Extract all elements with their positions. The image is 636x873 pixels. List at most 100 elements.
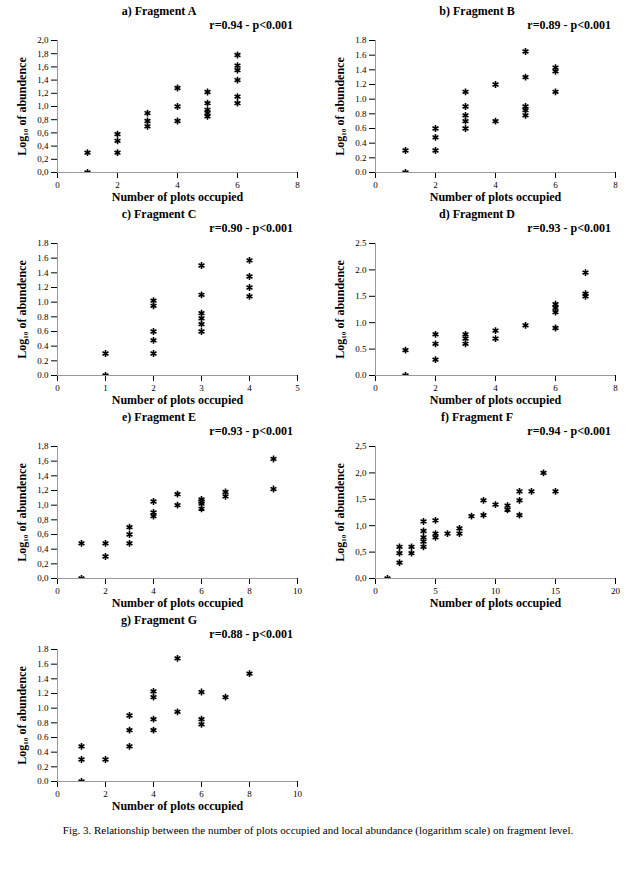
svg-text:2: 2 <box>115 180 120 190</box>
svg-text:2: 2 <box>103 789 108 799</box>
svg-text:0.8: 0.8 <box>37 312 49 322</box>
svg-text:Number of plots occupied: Number of plots occupied <box>112 799 244 813</box>
svg-text:1.2: 1.2 <box>37 282 48 292</box>
svg-text:0,8: 0,8 <box>37 515 49 525</box>
svg-text:2.5: 2.5 <box>355 238 367 248</box>
svg-text:6: 6 <box>235 180 240 190</box>
svg-text:0.0: 0.0 <box>37 370 49 380</box>
svg-text:1,8: 1,8 <box>37 441 49 451</box>
svg-text:0: 0 <box>373 180 378 190</box>
svg-text:5: 5 <box>295 383 300 393</box>
svg-text:Log₁₀ of abundence: Log₁₀ of abundence <box>333 463 347 562</box>
svg-text:8: 8 <box>613 383 618 393</box>
svg-text:0.4: 0.4 <box>37 747 49 757</box>
svg-text:8: 8 <box>295 180 300 190</box>
svg-text:Number of plots occupied: Number of plots occupied <box>112 393 244 407</box>
svg-text:0.8: 0.8 <box>37 718 49 728</box>
svg-text:1.6: 1.6 <box>37 253 49 263</box>
svg-text:6: 6 <box>553 383 558 393</box>
svg-text:1.5: 1.5 <box>355 291 367 301</box>
svg-text:1.4: 1.4 <box>355 65 367 75</box>
svg-text:1,5: 1,5 <box>355 494 367 504</box>
svg-text:Number of plots occupied: Number of plots occupied <box>430 393 562 407</box>
svg-text:5: 5 <box>433 586 438 596</box>
svg-text:2: 2 <box>433 383 438 393</box>
svg-text:0: 0 <box>55 383 60 393</box>
svg-text:0.4: 0.4 <box>37 341 49 351</box>
svg-text:10: 10 <box>293 789 303 799</box>
svg-text:1,2: 1,2 <box>37 485 48 495</box>
svg-text:1.0: 1.0 <box>355 318 367 328</box>
svg-text:0,0: 0,0 <box>355 573 367 583</box>
svg-text:0,6: 0,6 <box>37 529 49 539</box>
svg-text:Log₁₀ of abundence: Log₁₀ of abundence <box>15 260 29 359</box>
svg-text:Log₁₀ of abundence: Log₁₀ of abundence <box>15 666 29 765</box>
svg-text:1.4: 1.4 <box>37 674 49 684</box>
svg-text:0.8: 0.8 <box>355 109 367 119</box>
svg-text:1,0: 1,0 <box>37 500 49 510</box>
svg-text:0.6: 0.6 <box>355 123 367 133</box>
svg-text:0,4: 0,4 <box>37 141 49 151</box>
svg-text:Log₁₀ of abundence: Log₁₀ of abundence <box>15 57 29 156</box>
svg-text:1.8: 1.8 <box>355 35 367 45</box>
svg-text:0.5: 0.5 <box>355 344 367 354</box>
svg-text:4: 4 <box>175 180 180 190</box>
svg-text:1.8: 1.8 <box>37 238 49 248</box>
svg-text:20: 20 <box>611 586 621 596</box>
svg-text:Number of plots occupied: Number of plots occupied <box>430 190 562 204</box>
svg-text:0,4: 0,4 <box>37 544 49 554</box>
svg-text:2: 2 <box>151 383 156 393</box>
svg-text:1,0: 1,0 <box>355 521 367 531</box>
svg-text:0: 0 <box>373 586 378 596</box>
svg-text:2,0: 2,0 <box>37 35 49 45</box>
svg-text:0.0: 0.0 <box>37 776 49 786</box>
svg-text:8: 8 <box>247 789 252 799</box>
svg-text:1,4: 1,4 <box>37 471 49 481</box>
svg-text:0.2: 0.2 <box>37 356 48 366</box>
svg-text:1.8: 1.8 <box>37 644 49 654</box>
svg-text:2: 2 <box>103 586 108 596</box>
svg-text:8: 8 <box>613 180 618 190</box>
svg-text:1.4: 1.4 <box>37 268 49 278</box>
svg-text:0.2: 0.2 <box>355 153 366 163</box>
svg-text:6: 6 <box>199 789 204 799</box>
svg-text:4: 4 <box>493 383 498 393</box>
svg-text:Number of plots occupied: Number of plots occupied <box>112 190 244 204</box>
svg-text:1.2: 1.2 <box>355 79 366 89</box>
svg-text:4: 4 <box>151 789 156 799</box>
svg-text:1,0: 1,0 <box>37 101 49 111</box>
svg-text:0: 0 <box>55 789 60 799</box>
svg-text:1: 1 <box>103 383 108 393</box>
svg-text:0,0: 0,0 <box>37 167 49 177</box>
svg-text:2.0: 2.0 <box>355 265 367 275</box>
svg-text:0: 0 <box>55 586 60 596</box>
svg-text:0.6: 0.6 <box>37 326 49 336</box>
svg-text:0,0: 0,0 <box>37 573 49 583</box>
svg-text:2,0: 2,0 <box>355 468 367 478</box>
svg-text:0.2: 0.2 <box>37 762 48 772</box>
svg-text:0,2: 0,2 <box>37 154 48 164</box>
svg-text:0,5: 0,5 <box>355 547 367 557</box>
svg-text:3: 3 <box>199 383 204 393</box>
svg-text:Log₁₀ of abundence: Log₁₀ of abundence <box>15 463 29 562</box>
svg-text:1.6: 1.6 <box>37 659 49 669</box>
svg-text:1.6: 1.6 <box>355 50 367 60</box>
svg-text:0: 0 <box>55 180 60 190</box>
svg-text:10: 10 <box>491 586 501 596</box>
svg-text:1.2: 1.2 <box>37 688 48 698</box>
svg-text:1,2: 1,2 <box>37 88 48 98</box>
svg-text:10: 10 <box>293 586 303 596</box>
svg-text:4: 4 <box>493 180 498 190</box>
svg-text:1.0: 1.0 <box>37 703 49 713</box>
svg-text:4: 4 <box>151 586 156 596</box>
svg-text:0: 0 <box>373 383 378 393</box>
svg-text:15: 15 <box>551 586 561 596</box>
svg-text:1,4: 1,4 <box>37 75 49 85</box>
svg-text:Number of plots occupied: Number of plots occupied <box>430 596 562 610</box>
svg-text:1.0: 1.0 <box>37 297 49 307</box>
svg-text:4: 4 <box>247 383 252 393</box>
svg-text:0.0: 0.0 <box>355 370 367 380</box>
svg-text:0,2: 0,2 <box>37 559 48 569</box>
svg-text:1,8: 1,8 <box>37 49 49 59</box>
svg-text:6: 6 <box>199 586 204 596</box>
